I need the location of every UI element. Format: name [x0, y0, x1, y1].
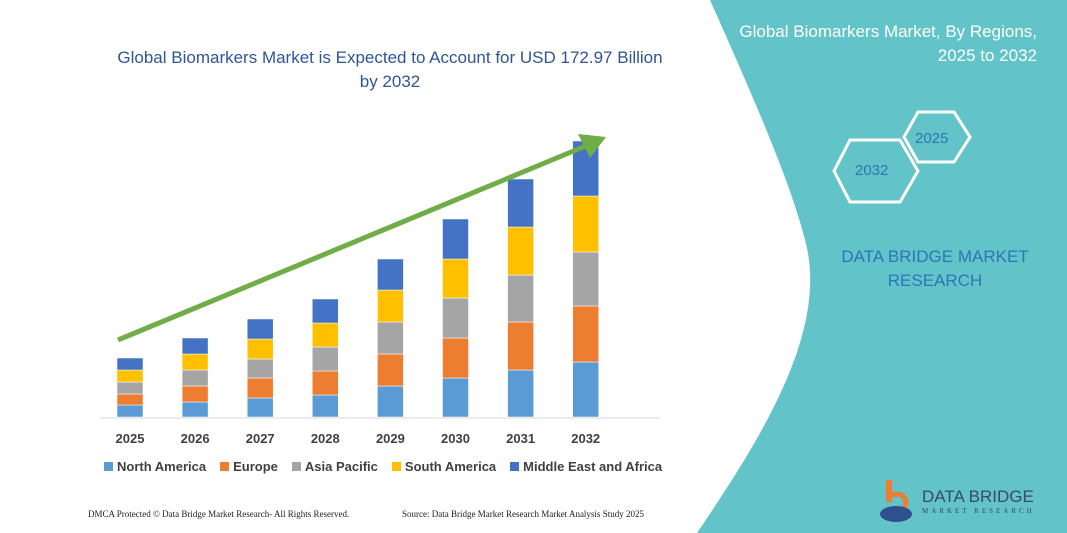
bar-segment-2032-3: [572, 195, 599, 253]
logo-name: DATA BRIDGE: [922, 487, 1034, 506]
bar-segment-2028-3: [312, 322, 339, 348]
hex-label-2025: 2025: [915, 130, 949, 147]
bar-segment-2026-3: [181, 353, 209, 371]
bar-segment-2026-4: [181, 337, 209, 355]
bar-segment-2025-0: [116, 404, 144, 418]
chart-title: Global Biomarkers Market is Expected to …: [117, 48, 663, 91]
brand-text: DATA BRIDGE MARKET RESEARCH: [841, 247, 1029, 290]
bar-segment-2029-2: [377, 321, 404, 355]
bar-segment-2030-4: [442, 218, 469, 260]
bar-segment-2031-3: [507, 226, 534, 276]
legend-item: Europe: [220, 459, 278, 474]
x-tick-label: 2025: [116, 431, 145, 446]
bar-segment-2027-3: [246, 338, 274, 360]
legend-item: North America: [104, 459, 206, 474]
legend-swatch: [104, 462, 113, 471]
bar-segment-2025-1: [116, 393, 144, 406]
hex-label-2032: 2032: [855, 162, 889, 179]
bar-segment-2028-0: [312, 394, 339, 418]
bar-segment-2028-2: [312, 346, 339, 372]
x-tick-label: 2030: [441, 431, 470, 446]
bar-segment-2026-2: [181, 369, 209, 387]
bar-segment-2025-2: [116, 381, 144, 395]
logo-sub: MARKET RESEARCH: [922, 507, 1035, 515]
footer-source: Source: Data Bridge Market Research Mark…: [402, 509, 644, 519]
chart-area: 2025 2026 2027 2028 2029 2030 2031 2032: [100, 134, 660, 446]
bar-segment-2031-1: [507, 321, 534, 371]
footer-copyright: DMCA Protected © Data Bridge Market Rese…: [88, 509, 350, 519]
legend: North America Europe Asia Pacific South Ame…: [104, 459, 662, 474]
bar-segment-2032-0: [572, 361, 599, 418]
legend-swatch: [391, 462, 401, 471]
legend-swatch: [220, 462, 230, 471]
bar-segment-2029-3: [377, 289, 404, 323]
bar-segment-2031-0: [507, 369, 534, 418]
legend-label: Europe: [233, 459, 278, 474]
legend-label: Middle East and Africa: [523, 459, 663, 474]
logo-icon: [880, 480, 912, 522]
x-tick-label: 2027: [246, 431, 275, 446]
legend-item: Asia Pacific: [291, 459, 378, 474]
logo: DATA BRIDGE MARKET RESEARCH: [876, 478, 1035, 524]
bar-segment-2025-4: [116, 357, 144, 371]
hex-2025: [902, 110, 972, 164]
bar-segment-2031-2: [507, 274, 534, 323]
x-tick-label: 2032: [571, 431, 600, 446]
trend-arrow-head: [578, 134, 606, 158]
legend-label: South America: [404, 459, 497, 474]
bar-segment-2028-1: [312, 370, 339, 396]
bar-segment-2027-1: [246, 377, 274, 399]
legend-label: North America: [117, 459, 207, 474]
x-tick-label: 2029: [376, 431, 405, 446]
bar-segment-2027-2: [246, 358, 274, 379]
bar-segment-2031-4: [507, 178, 534, 228]
hex-2032: [832, 138, 920, 204]
bar-segment-2032-1: [572, 305, 599, 363]
bar-segment-2030-3: [442, 258, 469, 299]
bar-segment-2030-0: [442, 377, 469, 418]
bar-segment-2027-0: [246, 397, 274, 418]
bar-segment-2026-1: [181, 385, 209, 403]
bar-segment-2026-0: [181, 401, 209, 418]
legend-swatch: [291, 462, 301, 471]
bar-segment-2029-0: [377, 385, 404, 418]
bar-segment-2025-3: [116, 369, 144, 383]
legend-label: Asia Pacific: [304, 459, 378, 474]
x-tick-label: 2026: [181, 431, 210, 446]
bar-segment-2030-2: [442, 297, 469, 339]
bar-segment-2028-4: [312, 298, 339, 324]
side-title: Global Biomarkers Market, By Regions, 20…: [739, 22, 1037, 65]
bar-segment-2029-1: [377, 353, 404, 387]
legend-swatch: [510, 462, 520, 471]
legend-item: Middle East and Africa: [510, 459, 662, 474]
trend-arrow: [117, 142, 589, 343]
bar-segment-2032-2: [572, 251, 599, 307]
legend-item: South America: [391, 459, 497, 474]
bar-segment-2027-4: [246, 318, 274, 340]
bar-segment-2029-4: [377, 258, 404, 291]
x-tick-label: 2031: [506, 431, 535, 446]
x-tick-label: 2028: [311, 431, 340, 446]
bar-segment-2030-1: [442, 337, 469, 379]
